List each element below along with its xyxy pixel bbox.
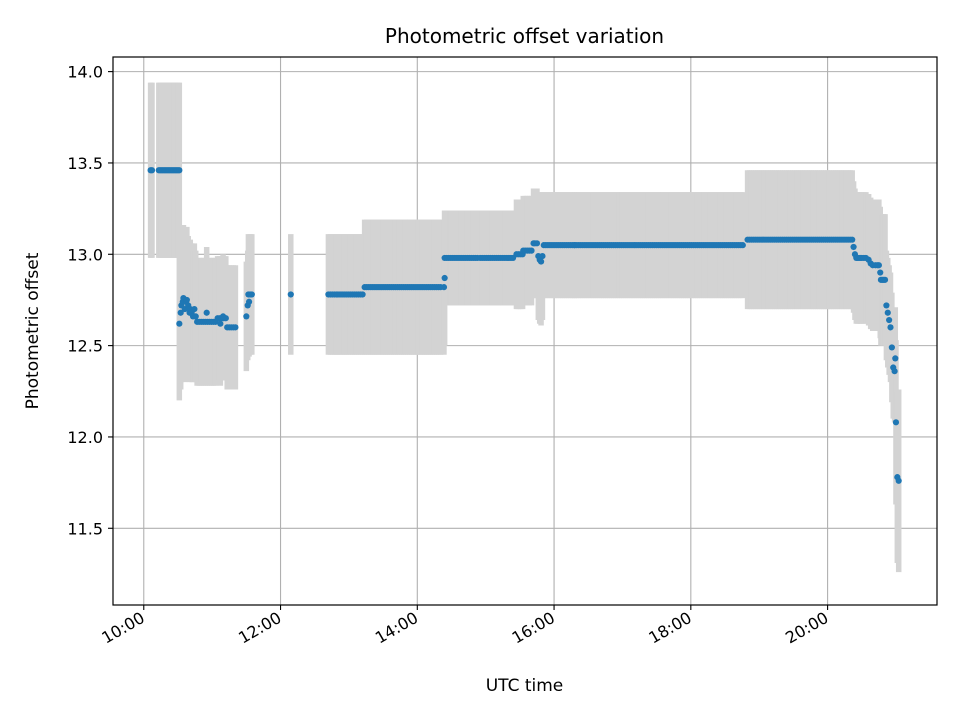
y-tick-label: 13.5: [67, 154, 103, 173]
y-tick-label: 14.0: [67, 63, 103, 82]
data-point: [440, 284, 448, 291]
data-point: [183, 296, 190, 304]
data-point: [287, 291, 294, 298]
data-point: [176, 167, 183, 174]
plot-frame: [112, 56, 938, 606]
data-point: [537, 258, 545, 265]
data-point: [148, 167, 156, 174]
y-tick-label: 12.5: [67, 337, 103, 356]
data-point: [203, 309, 210, 316]
data-point: [359, 291, 366, 298]
data-point: [533, 240, 541, 247]
data-point: [884, 309, 891, 316]
x-axis-label: UTC time: [486, 676, 564, 696]
data-points: [147, 167, 902, 484]
data-point: [883, 302, 890, 309]
chart-title: Photometric offset variation: [385, 24, 664, 48]
data-point: [875, 262, 882, 269]
y-axis-label: Photometric offset: [23, 252, 43, 409]
data-point: [850, 243, 857, 251]
data-point: [176, 320, 183, 327]
data-point: [219, 313, 227, 320]
y-tick-label: 13.0: [67, 245, 103, 264]
y-axis: 11.5 12.0 12.5 13.0 13.5 14.0: [67, 63, 113, 538]
data-point: [886, 316, 893, 324]
y-tick-label: 12.0: [67, 428, 103, 447]
data-point: [177, 309, 184, 316]
y-tick-label: 11.5: [67, 519, 103, 538]
data-point: [528, 247, 535, 254]
data-point: [232, 324, 239, 331]
data-point: [849, 236, 856, 243]
data-point: [892, 419, 900, 426]
data-point: [539, 253, 546, 260]
data-point: [887, 324, 894, 331]
data-point: [892, 355, 899, 362]
data-point: [248, 291, 255, 298]
data-point: [895, 477, 902, 484]
data-point: [888, 344, 895, 351]
data-point: [245, 298, 253, 305]
data-point: [891, 368, 898, 375]
data-point: [217, 320, 224, 327]
data-point: [191, 305, 198, 313]
data-point: [877, 269, 884, 276]
data-point: [243, 313, 250, 320]
data-point: [739, 242, 746, 249]
data-point: [881, 276, 889, 283]
data-point: [441, 274, 448, 282]
data-point: [192, 313, 199, 320]
